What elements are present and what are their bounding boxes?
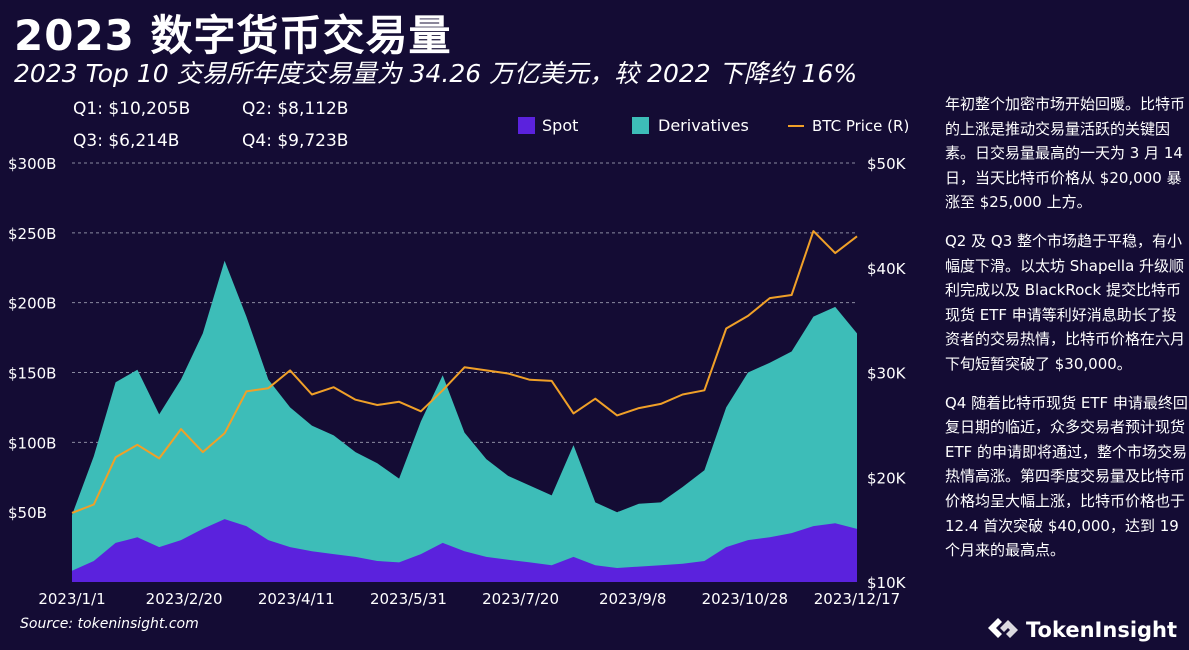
y-axis-right: $10K $20K $30K $40K $50K bbox=[867, 155, 907, 592]
x-tick-label: 2023/9/8 bbox=[599, 590, 666, 608]
legend-derivatives-swatch bbox=[632, 117, 649, 134]
quarter-stat-q1: Q1: $10,205B bbox=[73, 99, 191, 119]
y-right-tick-label: $20K bbox=[867, 469, 907, 487]
commentary-panel: 年初整个加密市场开始回暖。比特币的上涨是推动交易量活跃的关键因素。日交易量最高的… bbox=[945, 92, 1189, 577]
legend-spot-swatch bbox=[518, 117, 535, 134]
y-left-tick-label: $300B bbox=[8, 155, 56, 173]
x-tick-label: 2023/10/28 bbox=[702, 590, 788, 608]
legend-spot-label: Spot bbox=[542, 116, 578, 135]
derivatives-area bbox=[72, 260, 857, 582]
legend-btc-label: BTC Price (R) bbox=[812, 117, 909, 135]
btc-price-line bbox=[71, 230, 858, 514]
y-left-tick-label: $50B bbox=[8, 504, 47, 522]
source-note: Source: tokeninsight.com bbox=[20, 616, 199, 632]
x-tick-label: 2023/1/1 bbox=[38, 590, 105, 608]
y-right-tick-label: $10K bbox=[867, 574, 907, 592]
y-left-tick-label: $150B bbox=[8, 365, 56, 383]
y-right-tick-label: $30K bbox=[867, 365, 907, 383]
x-tick-label: 2023/7/20 bbox=[482, 590, 559, 608]
y-left-tick-label: $200B bbox=[8, 295, 56, 313]
y-left-tick-label: $100B bbox=[8, 434, 56, 452]
x-tick-label: 2023/4/11 bbox=[258, 590, 335, 608]
quarter-stat-q3: Q3: $6,214B bbox=[73, 131, 180, 151]
page-title: 2023 数字货币交易量 bbox=[14, 11, 452, 60]
brand-name: TokenInsight bbox=[1026, 618, 1178, 642]
y-right-tick-label: $50K bbox=[867, 155, 907, 173]
legend-derivatives-label: Derivatives bbox=[658, 116, 749, 135]
x-axis: 2023/1/1 2023/2/20 2023/4/11 2023/5/31 2023/… bbox=[38, 590, 900, 608]
page-subtitle: 2023 Top 10 交易所年度交易量为 34.26 万亿美元，较 2022 … bbox=[14, 59, 858, 88]
commentary-q4: Q4 随着比特币现货 ETF 申请最终回复日期的临近，众多交易者预计现货 ETF… bbox=[945, 393, 1188, 560]
brand-logo: TokenInsight bbox=[986, 614, 1177, 646]
quarter-stat-q2: Q2: $8,112B bbox=[242, 99, 349, 119]
y-left-tick-label: $250B bbox=[8, 225, 56, 243]
commentary-q1: 年初整个加密市场开始回暖。比特币的上涨是推动交易量活跃的关键因素。日交易量最高的… bbox=[945, 95, 1186, 212]
spot-area bbox=[72, 519, 857, 582]
commentary-q2-q3: Q2 及 Q3 整个市场趋于平稳，有小幅度下滑。以太坊 Shapella 升级顺… bbox=[945, 231, 1186, 373]
x-tick-label: 2023/12/17 bbox=[814, 590, 900, 608]
y-axis-left: $50B $100B $150B $200B $250B $300B bbox=[8, 155, 56, 522]
x-tick-label: 2023/5/31 bbox=[370, 590, 447, 608]
y-right-tick-label: $40K bbox=[867, 260, 907, 278]
chart-legend: Spot Derivatives BTC Price (R) bbox=[518, 116, 909, 135]
quarter-stat-q4: Q4: $9,723B bbox=[242, 131, 349, 151]
tokeninsight-logo-icon bbox=[986, 614, 1020, 646]
x-tick-label: 2023/2/20 bbox=[146, 590, 223, 608]
volume-chart: $50B $100B $150B $200B $250B $300B $10K $20K $3… bbox=[8, 116, 909, 608]
